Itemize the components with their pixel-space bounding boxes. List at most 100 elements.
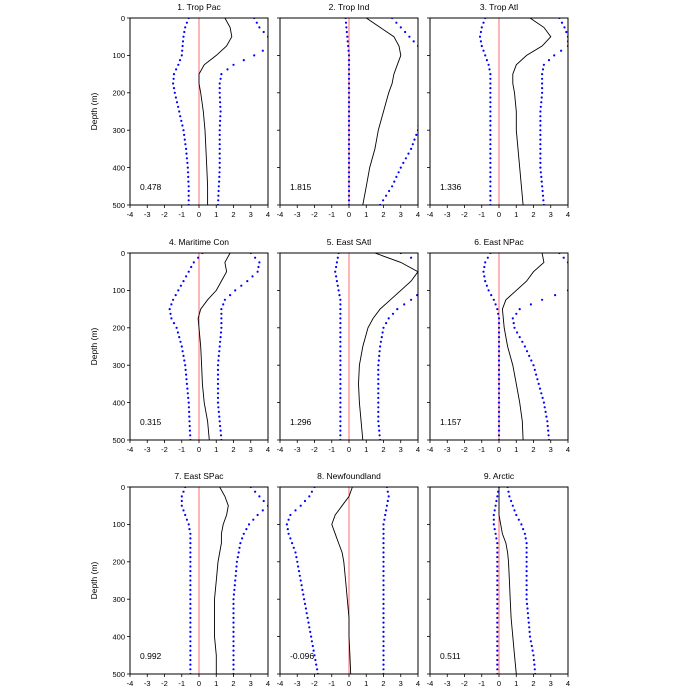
y-tick-label: 300 <box>112 361 125 370</box>
panel-5: 5. East SAtl -4 -3 -2 -1 0 1 2 3 4 1.296 <box>277 237 420 454</box>
spread-dot <box>261 509 264 512</box>
x-tick-label: -3 <box>144 210 151 219</box>
spread-dot <box>382 658 385 662</box>
x-tick-label: 4 <box>416 210 420 219</box>
y-tick-label: 200 <box>112 324 125 333</box>
spread-dot <box>377 382 380 385</box>
spread-dot <box>197 256 200 259</box>
spread-dot <box>189 616 192 620</box>
spread-dot <box>287 532 290 535</box>
spread-dot <box>241 537 244 540</box>
spread-dot <box>538 387 542 390</box>
spread-dot <box>528 354 531 357</box>
spread-dot <box>382 546 385 549</box>
spread-dot <box>541 68 545 71</box>
spread-dot <box>335 275 338 278</box>
spread-dot <box>387 495 390 498</box>
spread-dot <box>339 340 342 343</box>
spread-dot <box>232 658 235 662</box>
spread-dot <box>485 59 488 62</box>
panel-title: 7. East SPac <box>174 471 224 481</box>
spread-dot <box>525 556 528 559</box>
spread-dot <box>515 513 518 517</box>
spread-dot <box>382 199 385 202</box>
spread-dot <box>302 593 305 596</box>
spread-dot <box>177 289 180 292</box>
spread-dot <box>497 322 501 325</box>
y-tick-label: 500 <box>112 201 125 210</box>
spread-dot <box>218 143 221 146</box>
spread-dot <box>334 270 337 273</box>
spread-dot <box>497 368 501 371</box>
x-tick-label: 2 <box>381 445 385 454</box>
spread-profile-1 <box>172 18 190 205</box>
spread-dot <box>245 528 248 531</box>
spread-dot <box>496 663 499 666</box>
spread-dot <box>176 331 179 334</box>
spread-dot <box>178 336 181 339</box>
spread-dot <box>391 312 395 315</box>
spread-dot <box>189 630 192 634</box>
spread-dot <box>489 161 492 164</box>
x-tick-label: 0 <box>197 445 201 454</box>
spread-dot <box>254 256 257 259</box>
spread-dot <box>527 621 530 624</box>
spread-dot <box>497 396 501 399</box>
spread-profile-1 <box>334 253 342 440</box>
spread-dot <box>235 560 238 563</box>
spread-dot <box>540 392 543 395</box>
spread-dot <box>377 410 380 413</box>
spread-dot <box>528 626 531 629</box>
y-tick-label: 0 <box>121 14 125 23</box>
spread-dot <box>382 584 385 587</box>
x-tick-label: -3 <box>294 210 301 219</box>
spread-dot <box>218 161 221 164</box>
spread-dot <box>565 30 568 34</box>
x-tick-label: 1 <box>214 679 218 688</box>
spread-dot <box>235 565 238 568</box>
spread-dot <box>186 392 189 395</box>
spread-dot <box>175 101 179 104</box>
spread-dot <box>307 621 310 624</box>
spread-dot <box>172 77 175 80</box>
x-tick-label: -1 <box>478 445 485 454</box>
x-tick-label: -1 <box>328 679 335 688</box>
spread-dot <box>487 63 490 66</box>
spread-dot <box>313 654 316 657</box>
panel-7: 7. East SPac -4 -3 -2 -1 0 1 2 3 4 0 100 200 300 400 50… <box>89 471 270 688</box>
spread-dot <box>216 387 220 390</box>
spread-dot <box>216 392 220 395</box>
spread-dot <box>382 551 385 554</box>
x-tick-label: 3 <box>249 210 253 219</box>
spread-dot <box>510 499 513 503</box>
spread-dot <box>189 588 192 592</box>
spread-dot <box>182 509 185 512</box>
spread-dot <box>303 602 307 606</box>
spread-dot <box>189 579 192 582</box>
spread-dot <box>172 298 175 301</box>
spread-dot <box>187 189 190 193</box>
x-tick-label: -3 <box>444 210 451 219</box>
spread-dot <box>256 270 259 273</box>
spread-dot <box>485 284 488 287</box>
x-tick-label: 3 <box>549 445 553 454</box>
spread-dot <box>539 115 542 118</box>
spread-dot <box>377 364 380 367</box>
spread-dot <box>182 35 185 38</box>
y-tick-label: 500 <box>112 670 125 679</box>
mean-profile-line <box>501 253 545 440</box>
spread-dot <box>310 490 313 493</box>
spread-dot <box>189 551 192 554</box>
spread-dot <box>379 345 382 348</box>
spread-dot <box>489 157 492 160</box>
y-tick-label: 0 <box>121 483 125 492</box>
spread-dot <box>291 542 294 545</box>
spread-dot <box>219 429 222 432</box>
spread-profile-2 <box>539 18 568 205</box>
spread-dot <box>296 560 299 563</box>
x-tick-label: 2 <box>381 679 385 688</box>
spread-dot <box>220 322 223 325</box>
y-tick-label: 400 <box>112 398 125 407</box>
spread-dot <box>222 303 225 306</box>
spread-dot <box>497 420 501 423</box>
